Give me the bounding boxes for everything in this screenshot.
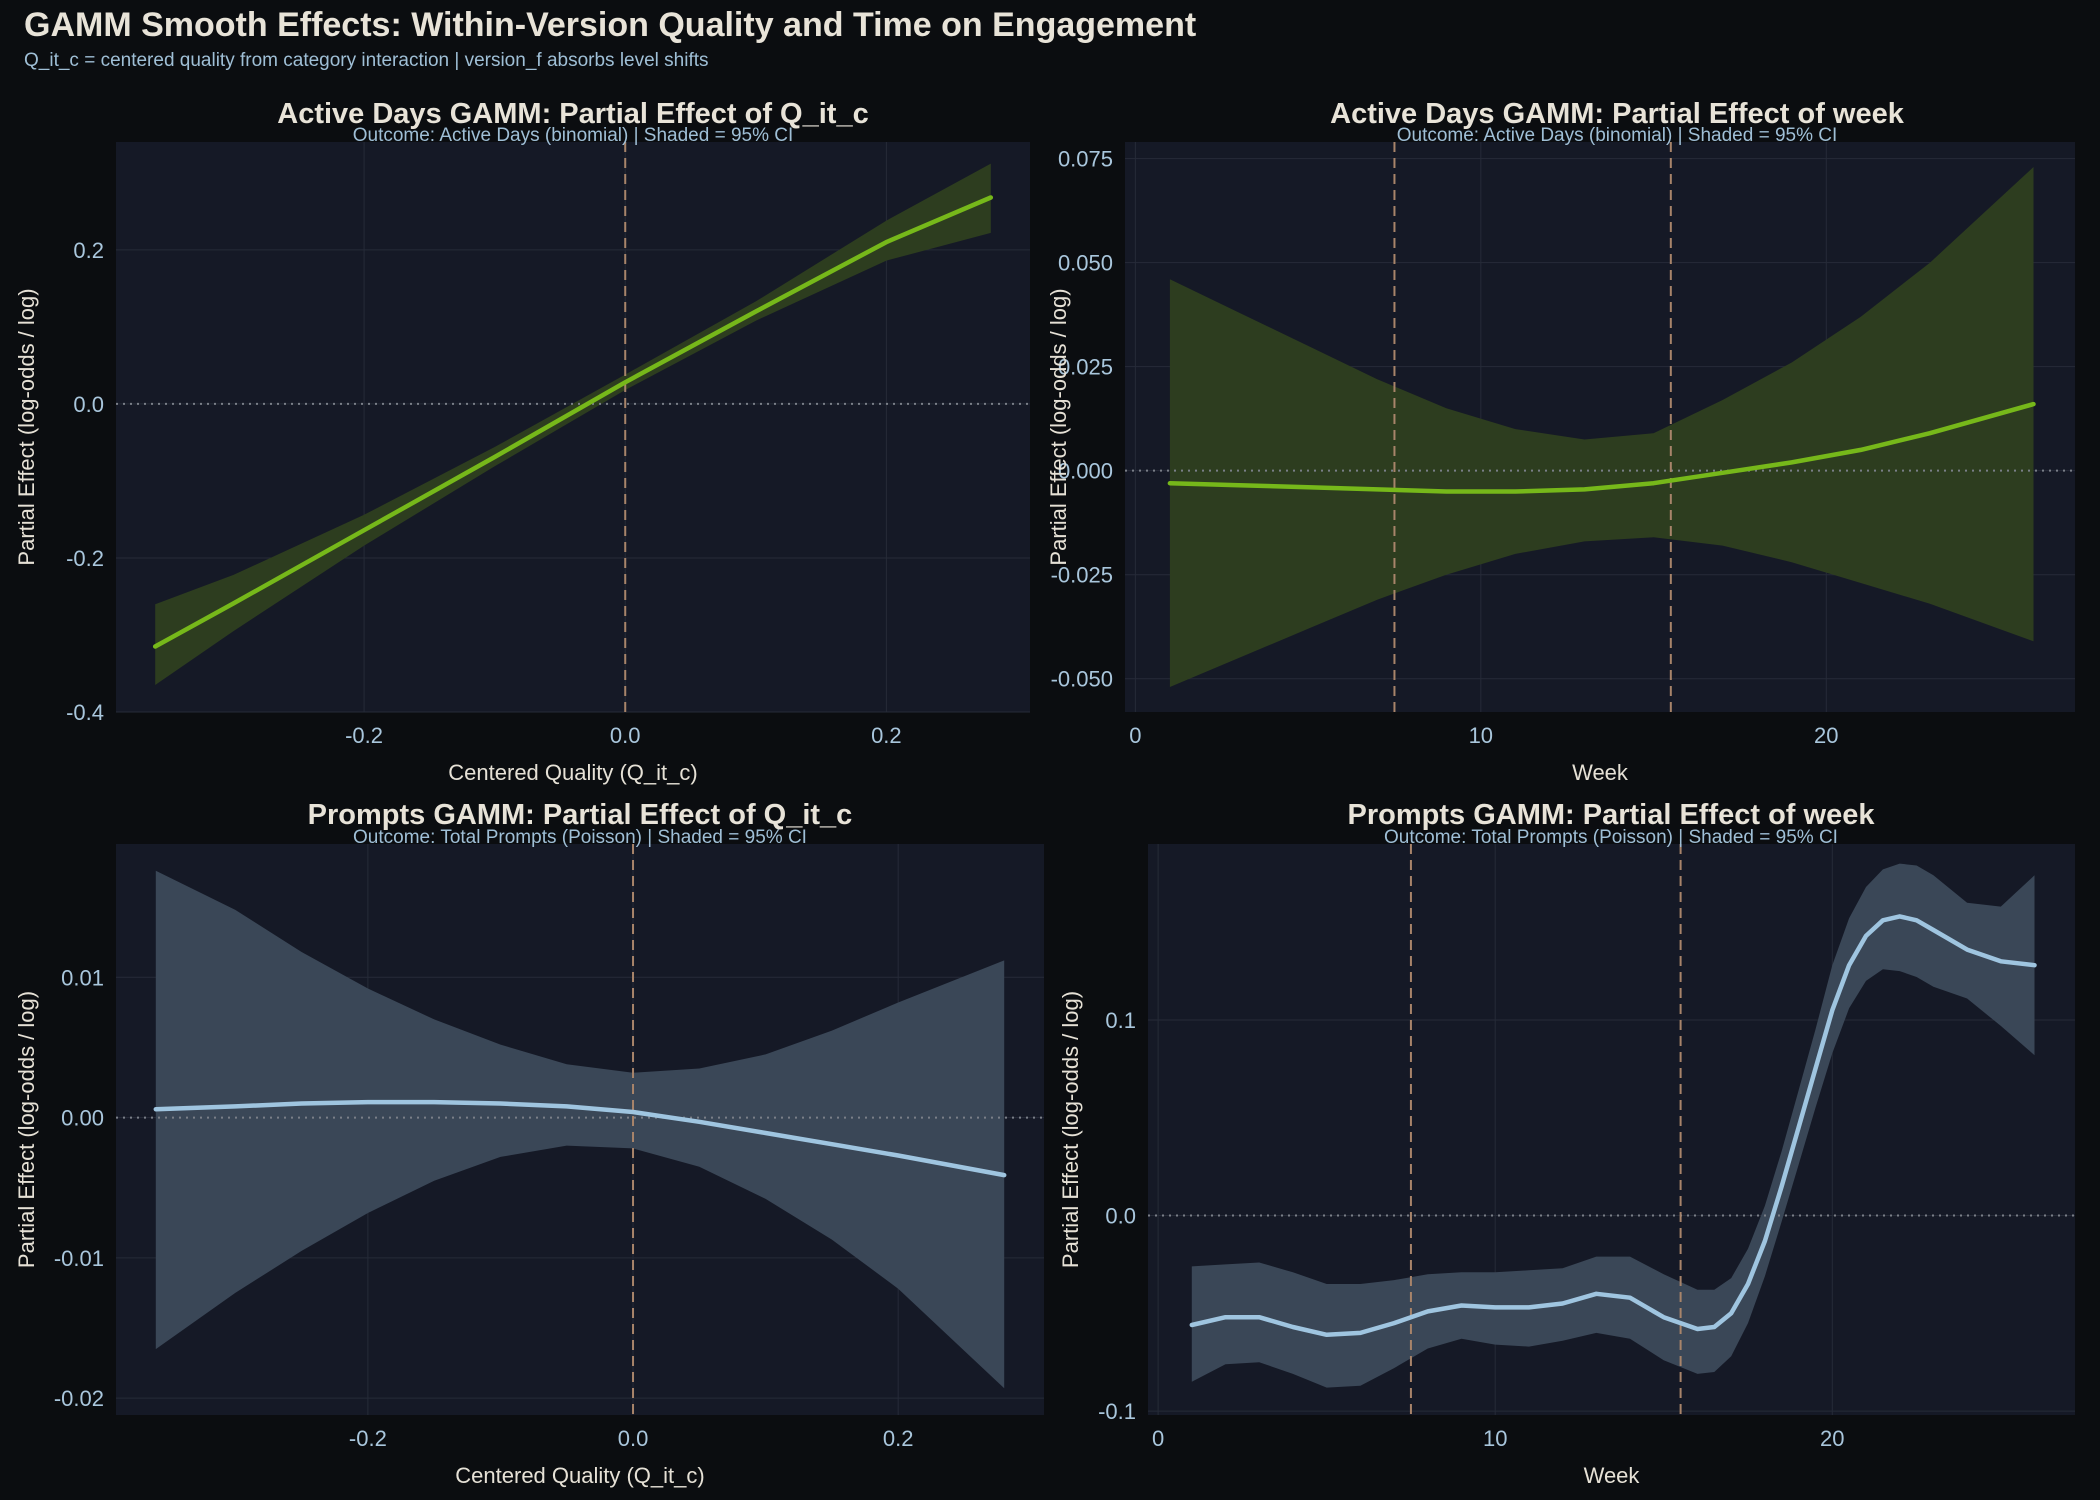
y-tick-label: 0.01 [61,965,104,990]
y-tick-label: -0.4 [66,700,104,725]
panel-1: -0.2 0.0 0.2 -0.4 -0.2 0.0 0.2 Active Days GAMM… [14,98,1030,785]
x-tick-label: -0.2 [349,1426,387,1451]
panel-3: -0.2 0.0 0.2 -0.02 -0.01 0.00 0.01 Prompts GAMM… [14,799,1044,1488]
y-tick-label: 0.0 [73,392,104,417]
y-tick-label: 0.025 [1058,355,1113,380]
panel-title: Active Days GAMM: Partial Effect of week [1330,98,1905,130]
y-tick-label: 0.2 [73,238,104,263]
x-tick-label: 0.0 [618,1426,649,1451]
x-tick-label: 0 [1152,1426,1164,1451]
panel-4: 0 10 20 -0.1 0.0 0.1 Prompts GAMM: Partial Eff… [1058,799,2075,1488]
x-tick-label: 0.2 [883,1426,914,1451]
x-tick-label: 0 [1129,723,1141,748]
x-axis-label: Centered Quality (Q_it_c) [455,1463,704,1488]
smooth-line [1167,401,2036,494]
panel-title: Prompts GAMM: Partial Effect of week [1348,799,1876,831]
panel-subtitle: Outcome: Active Days (binomial) | Shaded… [353,125,794,146]
y-axis-label: Partial Effect (log-odds / log) [14,991,39,1268]
x-tick-label: 20 [1820,1426,1844,1451]
x-axis-label: Centered Quality (Q_it_c) [448,760,697,785]
y-axis-label: Partial Effect (log-odds / log) [14,288,39,565]
x-tick-label: 20 [1814,723,1838,748]
x-axis-label: Week [1584,1463,1641,1488]
smooth-line [153,1099,1007,1178]
y-tick-label: -0.02 [54,1386,104,1411]
panel-2: 0 10 20 -0.050 -0.025 0.000 0.025 0.050 0.075 Act… [1046,98,2075,785]
y-tick-label: -0.01 [54,1246,104,1271]
y-tick-label: 0.1 [1105,1008,1136,1033]
panel-subtitle: Outcome: Total Prompts (Poisson) | Shade… [1384,827,1838,848]
x-tick-label: 10 [1483,1426,1507,1451]
panel-title: Prompts GAMM: Partial Effect of Q_it_c [308,799,853,831]
panel-title: Active Days GAMM: Partial Effect of Q_it… [277,98,868,130]
ci-band [155,163,991,686]
x-tick-label: 0.2 [871,723,902,748]
smooth-line [1189,914,2037,1338]
x-tick-label: 0.0 [610,723,641,748]
y-tick-label: 0.000 [1058,459,1113,484]
y-axis-label: Partial Effect (log-odds / log) [1058,991,1083,1268]
ci-band [1191,863,2035,1388]
panel-subtitle: Outcome: Active Days (binomial) | Shaded… [1397,125,1838,146]
y-tick-label: -0.025 [1051,563,1113,588]
y-tick-label: -0.1 [1098,1399,1136,1424]
y-tick-label: 0.00 [61,1106,104,1131]
figure-title: GAMM Smooth Effects: Within-Version Qual… [24,6,1197,44]
figure-subtitle: Q_it_c = centered quality from category … [24,50,709,71]
ci-band [155,870,1005,1389]
y-tick-label: 0.0 [1105,1204,1136,1229]
x-tick-label: 10 [1469,723,1493,748]
smooth-line [152,195,994,649]
y-axis-label: Partial Effect (log-odds / log) [1046,288,1071,565]
x-axis-label: Week [1572,760,1629,785]
panel-subtitle: Outcome: Total Prompts (Poisson) | Shade… [353,827,807,848]
ci-band [1169,167,2034,687]
x-tick-label: -0.2 [345,723,383,748]
y-tick-label: 0.075 [1058,147,1113,172]
y-tick-label: -0.050 [1051,667,1113,692]
y-tick-label: 0.050 [1058,251,1113,276]
y-tick-label: -0.2 [66,546,104,571]
